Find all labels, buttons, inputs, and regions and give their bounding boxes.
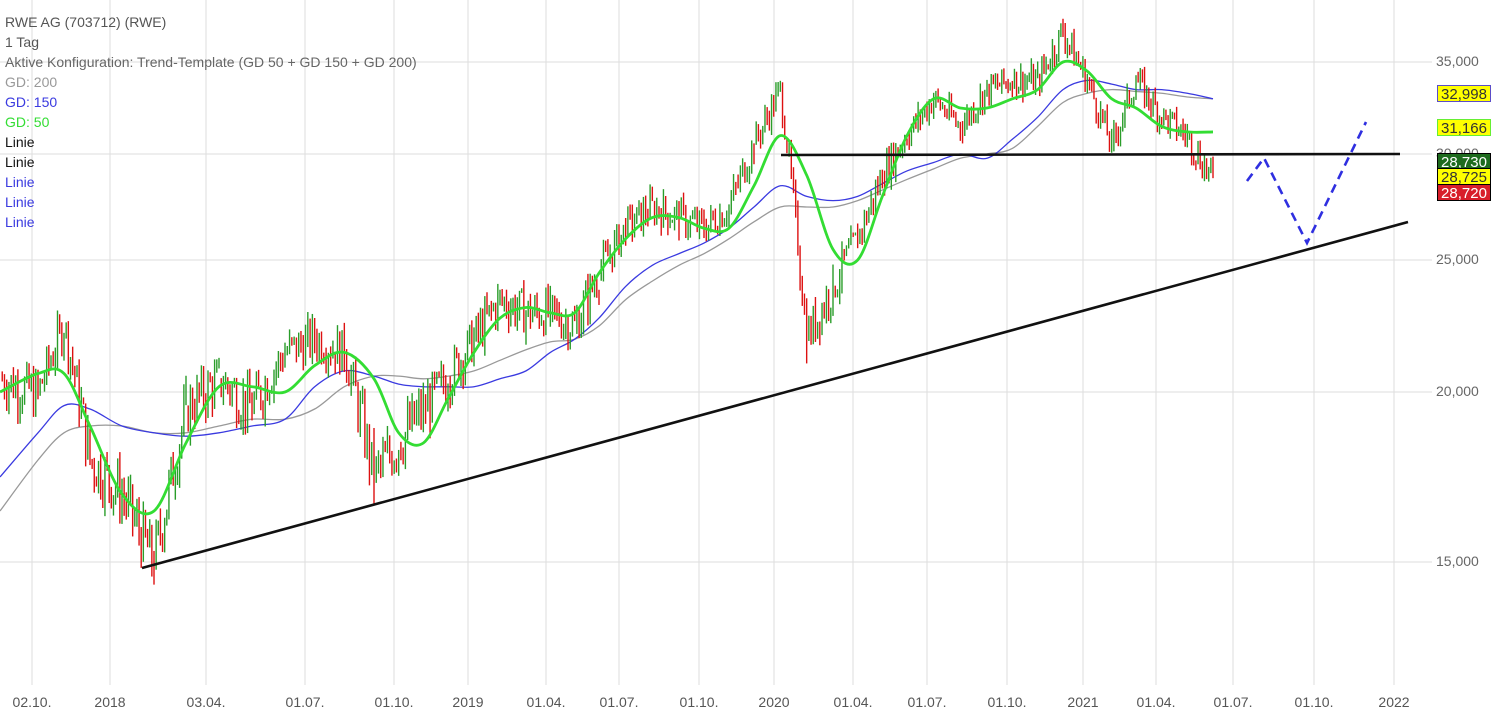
x-tick-label: 01.10. bbox=[1294, 694, 1334, 710]
price-badge: 32,998 bbox=[1437, 85, 1491, 103]
gd200-line bbox=[0, 88, 1214, 512]
y-tick-label: 20,000 bbox=[1436, 383, 1479, 399]
price-badge: 28,725 bbox=[1437, 168, 1491, 186]
legend-item[interactable]: Linie bbox=[5, 134, 35, 150]
drawn-lines bbox=[141, 121, 1409, 570]
x-tick-label: 01.10. bbox=[374, 694, 414, 710]
chart-title: RWE AG (703712) (RWE) bbox=[5, 14, 167, 30]
chart-interval[interactable]: 1 Tag bbox=[5, 34, 39, 50]
price-badge: 28,720 bbox=[1437, 184, 1491, 202]
price-badge: 28,730 bbox=[1437, 153, 1491, 171]
legend-item[interactable]: GD: 50 bbox=[5, 114, 50, 130]
x-tick-label: 01.10. bbox=[987, 694, 1027, 710]
x-tick-label: 2021 bbox=[1067, 694, 1099, 710]
y-tick-label: 35,000 bbox=[1436, 53, 1479, 69]
x-tick-label: 2022 bbox=[1378, 694, 1410, 710]
price-candles bbox=[1, 18, 1214, 585]
x-tick-label: 01.04. bbox=[1136, 694, 1176, 710]
x-tick-label: 2019 bbox=[452, 694, 484, 710]
x-tick-label: 01.07. bbox=[599, 694, 639, 710]
y-tick-label: 15,000 bbox=[1436, 553, 1479, 569]
x-tick-label: 02.10. bbox=[12, 694, 52, 710]
gd50-line bbox=[0, 59, 1214, 516]
x-tick-label: 01.07. bbox=[285, 694, 325, 710]
chart-legend: RWE AG (703712) (RWE) 1 Tag Aktive Konfi… bbox=[5, 12, 417, 232]
legend-item[interactable]: GD: 150 bbox=[5, 94, 58, 110]
legend-item[interactable]: GD: 200 bbox=[5, 74, 58, 90]
legend-item[interactable]: Linie bbox=[5, 174, 35, 190]
active-configuration[interactable]: Aktive Konfiguration: Trend-Template (GD… bbox=[5, 54, 417, 70]
x-tick-label: 2018 bbox=[94, 694, 126, 710]
legend-item[interactable]: Linie bbox=[5, 194, 35, 210]
y-tick-label: 25,000 bbox=[1436, 251, 1479, 267]
x-tick-label: 03.04. bbox=[186, 694, 226, 710]
legend-item[interactable]: Linie bbox=[5, 214, 35, 230]
x-tick-label: 2020 bbox=[758, 694, 790, 710]
legend-items: GD: 200 GD: 150 GD: 50 Linie Linie Linie Linie… bbox=[5, 72, 417, 232]
x-tick-label: 01.10. bbox=[679, 694, 719, 710]
legend-item[interactable]: Linie bbox=[5, 154, 35, 170]
price-badge: 31,166 bbox=[1437, 119, 1491, 137]
x-tick-label: 01.07. bbox=[1213, 694, 1253, 710]
x-tick-label: 01.04. bbox=[833, 694, 873, 710]
gd150-line bbox=[0, 79, 1214, 478]
x-tick-label: 01.04. bbox=[526, 694, 566, 710]
x-tick-label: 01.07. bbox=[907, 694, 947, 710]
